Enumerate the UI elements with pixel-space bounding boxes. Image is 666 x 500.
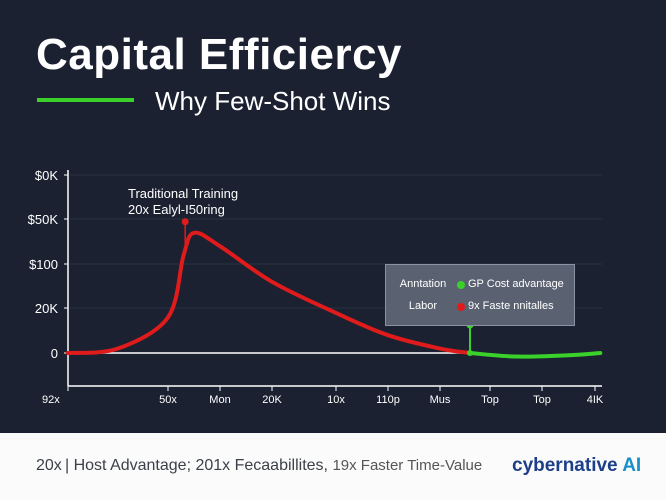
x-tick-label: 92x (42, 394, 60, 406)
brand-logo: cybernative AI (512, 455, 641, 477)
legend-key: Labor (408, 300, 438, 312)
y-tick-label: 0 (51, 346, 58, 361)
x-tick-label: 110p (376, 394, 400, 406)
legend-dot-red (457, 303, 465, 311)
x-tick-label: 20K (262, 394, 282, 406)
annotation-marker (181, 218, 189, 226)
series-traditional-line (66, 230, 472, 355)
x-tick-label: 4IK (587, 394, 604, 406)
footer-small: 19x Faster Time-Value (332, 457, 483, 474)
page-title: Capital Efficiercy (36, 30, 403, 79)
x-tick-label: Mus (430, 394, 451, 406)
logo-text: cybernative (512, 455, 618, 476)
y-tick-label: $100 (29, 257, 58, 272)
y-tick-label: $0K (35, 168, 58, 183)
footer: 20x | Host Advantage; 201x Fecaabillites… (0, 433, 666, 500)
y-tick-label: 20K (35, 301, 58, 316)
accent-line (37, 98, 134, 102)
annotation-marker (467, 350, 473, 356)
y-tick-label: $50K (28, 212, 59, 227)
x-tick-label: Mon (209, 394, 230, 406)
x-tick-label: 10x (327, 394, 345, 406)
chart: 0 20K $100 $50K $0K 92x 50x Mon 20K 10x 110p Mus Top… (28, 168, 604, 406)
page-subtitle: Why Few-Shot Wins (155, 86, 391, 116)
annotation-label: 20x Ealyl-I50ring (128, 202, 225, 217)
legend-label: 9x Faste nnitalles (468, 300, 554, 312)
x-tick-label: Top (481, 394, 499, 406)
legend-key: Anntation (399, 278, 447, 290)
legend-dot-green (457, 281, 465, 289)
x-tick-label: 50x (159, 394, 177, 406)
legend-label: GP Cost advantage (468, 278, 564, 290)
x-tick-label: Top (533, 394, 551, 406)
annotation-label: Traditional Training (128, 186, 238, 201)
footer-text: 20x | Host Advantage; 201x Fecaabillites… (36, 457, 482, 475)
logo-ai: AI (622, 455, 642, 476)
series-few-shot-line (468, 351, 603, 359)
footer-main: 20x | Host Advantage; 201x Fecaabillites… (36, 457, 328, 474)
legend: Anntation GP Cost advantage Labor 9x Fas… (385, 264, 575, 326)
